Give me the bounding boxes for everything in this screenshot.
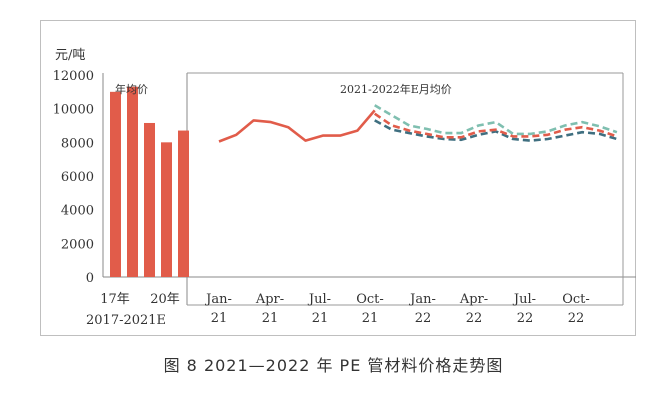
y-tick-label: 12000 — [53, 69, 94, 84]
x-tick-year: 22 — [568, 311, 585, 326]
annual-bar — [178, 130, 189, 277]
x-tick-year: 21 — [312, 311, 329, 326]
y-unit-label: 元/吨 — [55, 48, 86, 63]
y-tick-label: 6000 — [61, 170, 94, 185]
annual-tick-label: 17年 — [100, 292, 130, 307]
forecast-mid-line — [373, 112, 618, 139]
y-tick-label: 0 — [86, 271, 94, 286]
x-tick-month: Jan- — [408, 292, 436, 307]
x-axis-labels: Jan- 21 Apr- 21 Jul- 21 Oct- 21 Jan- 22 Apr- 22 Jul-… — [100, 292, 590, 326]
y-axis: 0 2000 4000 6000 8000 10000 12000 — [53, 69, 636, 306]
x-tick-year: 21 — [211, 311, 228, 326]
forecast-high-line — [374, 104, 618, 136]
x-tick-year: 22 — [517, 311, 534, 326]
y-tick-label: 2000 — [61, 237, 94, 252]
x-tick-month: Jan- — [204, 292, 232, 307]
forecast-low-line — [374, 119, 618, 142]
annual-range-label: 2017-2021E — [86, 313, 166, 328]
x-tick-month: Oct- — [562, 292, 590, 307]
annual-bars — [110, 86, 189, 278]
annual-bar — [144, 122, 155, 277]
x-tick-month: Apr- — [255, 292, 284, 307]
annual-tick-label: 20年 — [150, 292, 180, 307]
x-tick-year: 22 — [415, 311, 432, 326]
figure-caption: 图 8 2021—2022 年 PE 管材料价格走势图 — [163, 356, 504, 375]
annual-average-label: 年均价 — [115, 82, 148, 96]
x-tick-month: Jul- — [307, 292, 331, 307]
annual-bar — [161, 142, 172, 277]
pe-price-chart: 0 2000 4000 6000 8000 10000 12000 Jan- 21 Apr- 21… — [53, 69, 636, 328]
x-tick-year: 21 — [362, 311, 379, 326]
x-tick-year: 21 — [262, 311, 279, 326]
x-tick-month: Jul- — [512, 292, 536, 307]
x-tick-year: 22 — [466, 311, 483, 326]
y-tick-label: 10000 — [53, 103, 94, 118]
annual-bar — [110, 91, 121, 277]
monthly-lines — [218, 104, 618, 143]
x-tick-month: Oct- — [356, 292, 384, 307]
annual-bar — [127, 86, 138, 278]
chart-frame — [40, 20, 636, 336]
y-tick-label: 4000 — [61, 204, 94, 219]
monthly-average-label: 2021-2022年E月均价 — [340, 82, 452, 96]
y-tick-label: 8000 — [61, 136, 94, 151]
x-tick-month: Apr- — [459, 292, 488, 307]
actual-price-line — [218, 109, 376, 143]
